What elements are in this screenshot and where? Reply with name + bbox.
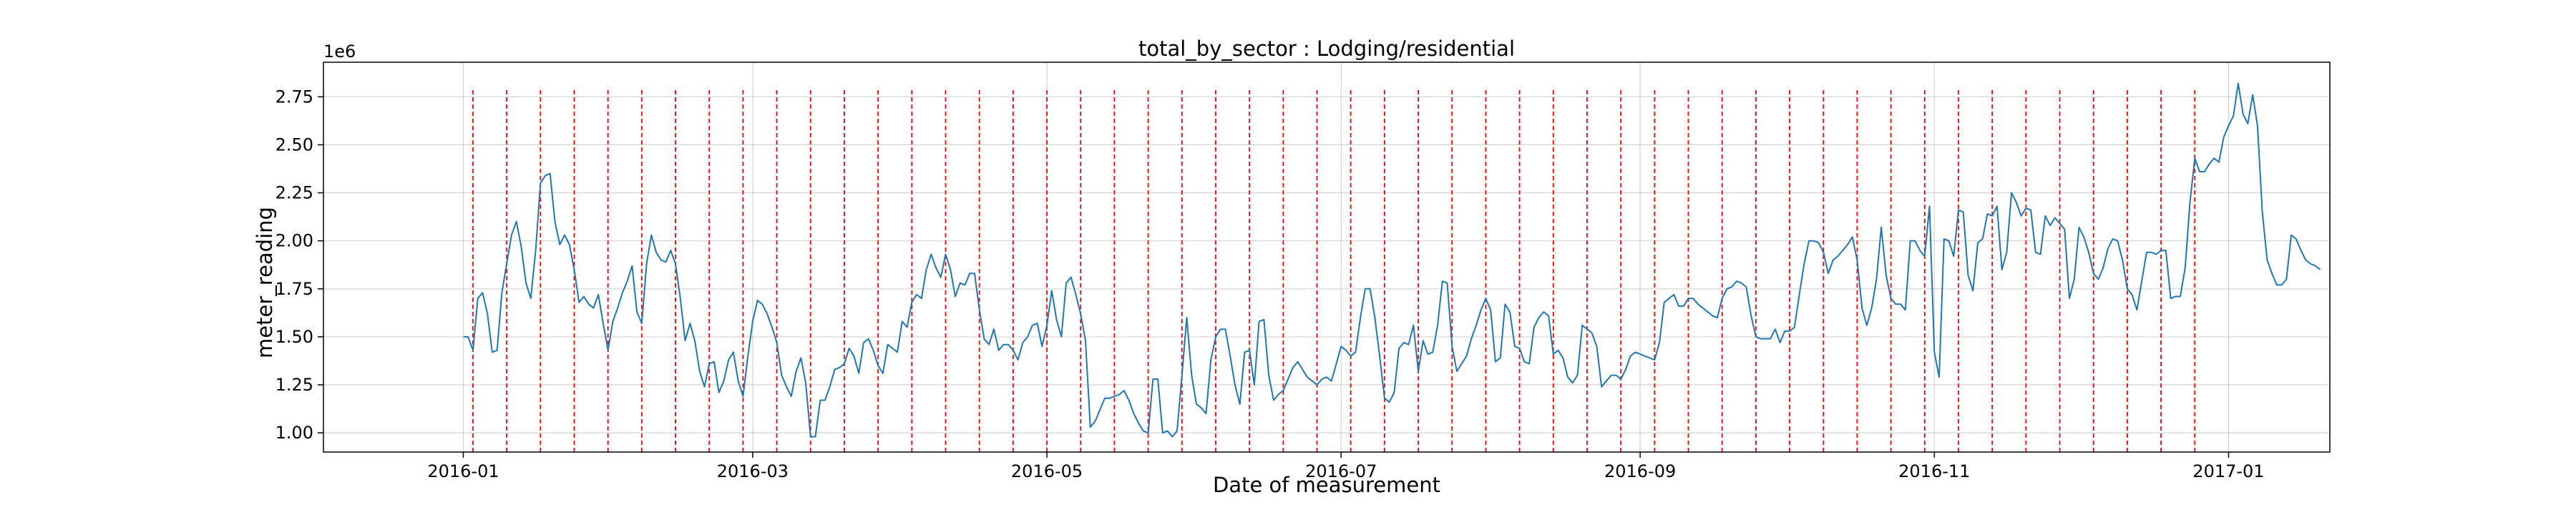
x-tick-label: 2017-01 [2192, 461, 2264, 481]
week-markers [472, 87, 2196, 452]
x-tick-label: 2016-01 [427, 461, 499, 481]
y-tick-label: 2.00 [275, 231, 313, 251]
y-tick-label: 2.75 [275, 87, 313, 107]
plot-area-frame [323, 62, 2331, 453]
grid [323, 62, 2330, 452]
x-axis: 2016-01 2016-03 2016-05 2016-07 2016-09 2016-… [427, 452, 2265, 481]
y-axis-offset-label: 1e6 [323, 41, 356, 62]
chart-title: total_by_sector : Lodging/residential [1138, 36, 1515, 61]
y-tick-label: 1.00 [275, 423, 313, 443]
series-line [463, 82, 2321, 438]
x-tick-label: 2016-07 [1305, 461, 1377, 481]
x-tick-label: 2016-09 [1604, 461, 1676, 481]
x-axis-label: Date of measurement [1213, 473, 1440, 497]
x-tick-label: 2016-05 [1011, 461, 1083, 481]
y-axis-label: meter_reading [253, 207, 277, 358]
y-tick-label: 2.25 [275, 183, 313, 203]
y-axis: 1.00 1.25 1.50 1.75 2.00 2.25 2.50 2.75 [275, 87, 323, 443]
y-tick-label: 1.50 [275, 327, 313, 347]
x-tick-label: 2016-03 [717, 461, 789, 481]
y-tick-label: 1.75 [275, 279, 313, 299]
y-tick-label: 1.25 [275, 375, 313, 395]
x-tick-label: 2016-11 [1898, 461, 1970, 481]
y-tick-label: 2.50 [275, 134, 313, 154]
